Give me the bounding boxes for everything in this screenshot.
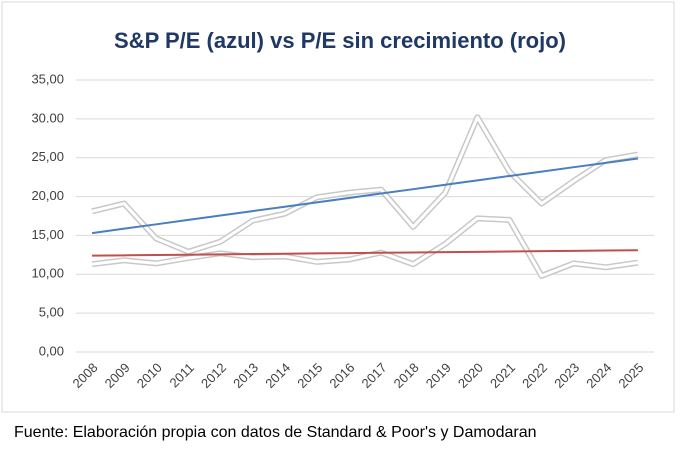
chart-title: S&P P/E (azul) vs P/E sin crecimiento (r… [114,28,566,53]
series-line [91,115,639,254]
y-tick-label: 10,00 [31,266,64,281]
y-tick-label: 0,00 [39,343,64,358]
source-note: Fuente: Elaboración propia con datos de … [14,424,536,441]
y-tick-label: 25,00 [31,149,64,164]
y-tick-label: 15,00 [31,227,64,242]
y-tick-label: 5,00 [39,305,64,320]
y-tick-label: 20,00 [31,188,64,203]
series-line [92,249,638,257]
series-line [91,216,639,278]
y-tick-label: 30.00 [31,110,64,125]
series-line [91,157,639,235]
y-tick-label: 35,00 [31,71,64,86]
